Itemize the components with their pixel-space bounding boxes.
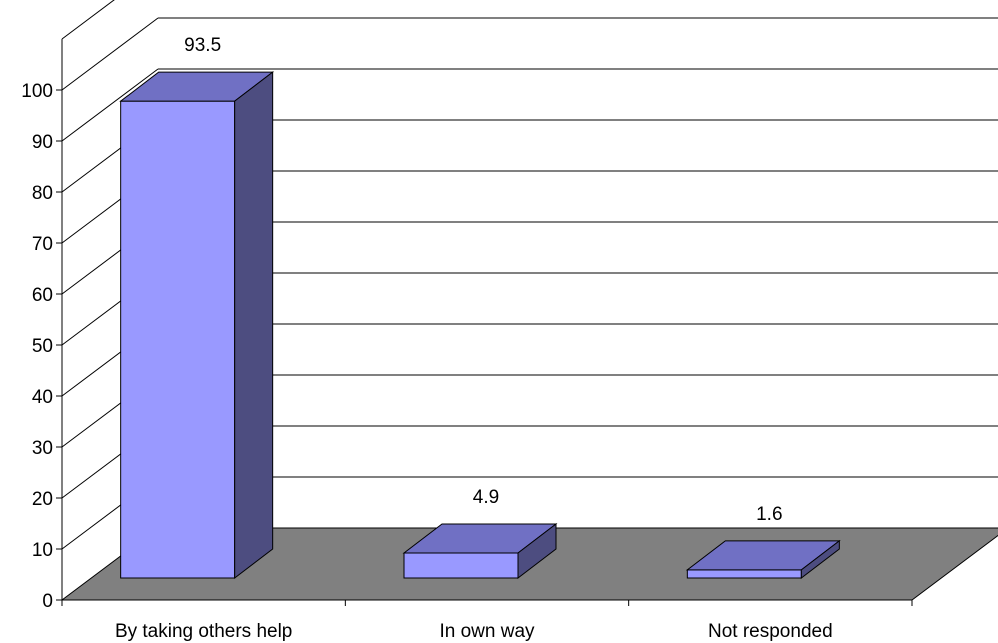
category-labels: By taking others help In own way Not respo…: [115, 621, 833, 642]
bar-1: [119, 71, 275, 580]
data-label-3: 1.6: [756, 504, 782, 525]
bar-side-3: [800, 539, 840, 580]
y-tick-label-70: 70: [32, 234, 53, 255]
y-tick-label-50: 50: [32, 336, 53, 357]
category-label-1: By taking others help: [115, 621, 292, 642]
data-labels: 93.5 4.9 1.6: [184, 35, 782, 525]
bar-side-2: [517, 522, 557, 580]
y-tick-label-20: 20: [32, 489, 53, 510]
y-tick-label-60: 60: [32, 285, 53, 306]
bar-3: [685, 539, 841, 580]
y-tick-label-80: 80: [32, 183, 53, 204]
data-label-2: 4.9: [473, 487, 499, 508]
bar-front-3: [686, 569, 802, 579]
data-label-1: 93.5: [184, 35, 221, 56]
y-tick-labels: 0 10 20 30 40 50 60 70 80 90 100: [21, 81, 53, 612]
bar-front-2: [403, 552, 519, 579]
side-wall-top-edge: [61, 0, 115, 40]
category-label-3: Not responded: [708, 621, 833, 642]
y-tick-label-10: 10: [32, 540, 53, 561]
axes: [56, 39, 913, 606]
y-tick-label-90: 90: [32, 132, 53, 153]
y-tick-label-30: 30: [32, 438, 53, 459]
category-label-2: In own way: [439, 621, 535, 642]
y-tick-label-100: 100: [21, 81, 53, 102]
gridline-side-100: [61, 17, 159, 91]
gridline-side-90: [61, 68, 159, 142]
y-tick-label-0: 0: [42, 591, 53, 612]
bar-side-1: [234, 71, 274, 580]
bar-2: [402, 522, 558, 580]
bars: [119, 71, 841, 580]
bar-front-1: [120, 100, 236, 579]
y-tick-label-40: 40: [32, 387, 53, 408]
